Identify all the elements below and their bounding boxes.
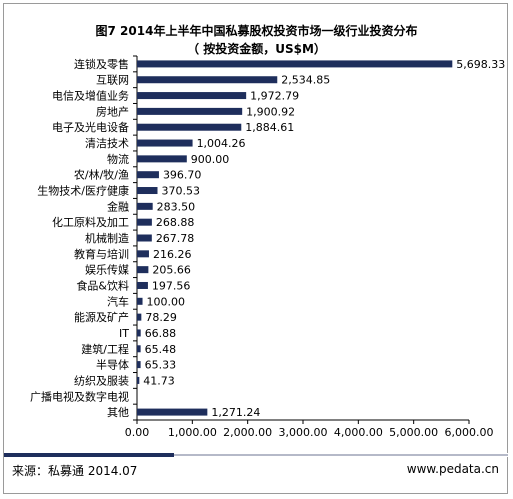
data-label: 65.48	[145, 343, 177, 356]
site-url: www.pedata.cn	[406, 462, 499, 476]
category-label: 生物技术/医疗健康	[37, 184, 129, 198]
category-label: 物流	[107, 152, 129, 166]
x-tick-label: 1,000.00	[168, 426, 217, 439]
bar	[137, 361, 141, 369]
bar	[137, 297, 143, 305]
footer-divider	[4, 453, 508, 457]
bar	[137, 139, 193, 147]
x-tick-label: 3,000.00	[279, 426, 328, 439]
data-label: 283.50	[157, 200, 196, 213]
bar	[137, 345, 141, 353]
bar	[137, 187, 158, 195]
category-label: 娱乐传媒	[85, 263, 129, 277]
category-label: 电子及光电设备	[52, 120, 129, 134]
data-label: 1,271.24	[211, 406, 260, 419]
category-label: 能源及矿产	[74, 310, 129, 324]
bar	[137, 76, 278, 84]
bar	[137, 60, 453, 68]
x-tick-label: 4,000.00	[334, 426, 383, 439]
data-label: 268.88	[156, 216, 195, 229]
bar	[137, 376, 140, 384]
category-label: 纺织及服装	[74, 373, 129, 387]
data-label: 216.26	[153, 248, 192, 261]
bar	[137, 202, 153, 210]
bar	[137, 234, 152, 242]
category-label: IT	[119, 327, 129, 340]
x-tick-label: 6,000.00	[445, 426, 494, 439]
data-label: 1,884.61	[245, 121, 294, 134]
category-label: 半导体	[96, 358, 129, 372]
data-label: 78.29	[145, 311, 177, 324]
category-label: 其他	[107, 406, 129, 419]
data-label: 900.00	[191, 153, 230, 166]
category-label: 农/林/牧/渔	[74, 168, 129, 182]
bar	[137, 123, 242, 131]
bar	[137, 171, 159, 179]
chart-subtitle: （ 按投资金额，US$M）	[187, 42, 326, 56]
bar	[137, 218, 152, 226]
bar	[137, 329, 141, 337]
x-tick-label: 2,000.00	[223, 426, 272, 439]
category-label: 连锁及零售	[74, 57, 129, 71]
category-label: 金融	[107, 199, 129, 213]
category-label: 互联网	[96, 74, 129, 87]
category-label: 广播电视及数字电视	[30, 389, 129, 403]
chart-title: 图7 2014年上半年中国私募股权投资市场一级行业投资分布	[95, 24, 418, 38]
bar	[137, 313, 142, 321]
bar	[137, 250, 149, 258]
data-label: 205.66	[152, 264, 191, 277]
x-tick-label: 0.00	[125, 426, 150, 439]
bar	[137, 92, 247, 100]
category-label: 化工原料及加工	[52, 215, 129, 229]
category-label: 房地产	[96, 104, 129, 118]
data-label: 100.00	[147, 295, 186, 308]
data-label: 65.33	[145, 359, 177, 372]
data-label: 396.70	[163, 169, 202, 182]
category-label: 建筑/工程	[81, 342, 129, 356]
data-label: 197.56	[152, 279, 191, 292]
bar	[137, 155, 187, 163]
category-label: 电信及增值业务	[52, 89, 129, 103]
category-label: 食品&饮料	[76, 278, 129, 292]
category-label: 汽车	[107, 294, 129, 308]
category-label: 教育与培训	[74, 247, 129, 261]
bar	[137, 266, 149, 274]
data-label: 1,972.79	[250, 90, 299, 103]
bar	[137, 107, 243, 115]
x-tick-label: 5,000.00	[389, 426, 438, 439]
category-label: 清洁技术	[85, 137, 129, 150]
source-note: 来源：私募通 2014.07	[12, 464, 138, 478]
data-label: 1,004.26	[197, 137, 246, 150]
data-label: 370.53	[162, 185, 201, 198]
data-label: 2,534.85	[281, 74, 330, 87]
bar	[137, 281, 148, 289]
data-label: 1,900.92	[246, 105, 295, 118]
chart-frame	[3, 3, 508, 494]
data-label: 66.88	[145, 327, 177, 340]
data-label: 267.78	[156, 232, 195, 245]
data-label: 41.73	[143, 374, 175, 387]
data-label: 5,698.33	[456, 58, 505, 71]
category-label: 机械制造	[85, 231, 129, 245]
bar	[137, 408, 208, 416]
